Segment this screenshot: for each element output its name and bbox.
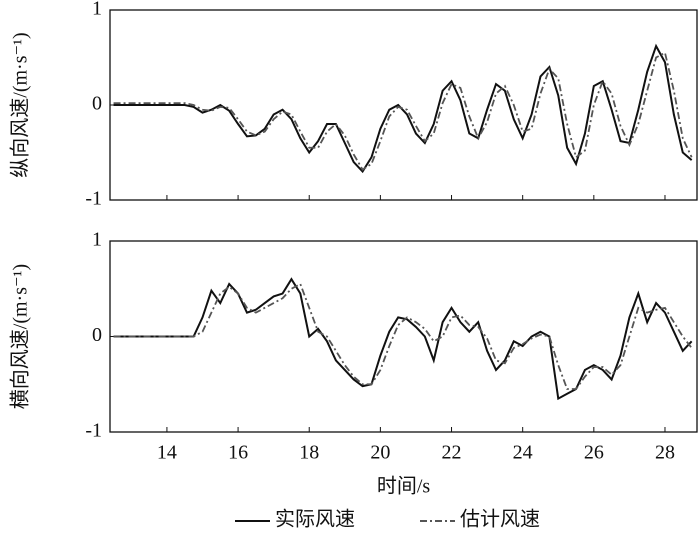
x-tick-label: 26	[584, 442, 604, 464]
series-line	[113, 282, 693, 390]
y-tick-label: -1	[85, 420, 102, 442]
series-line	[113, 51, 693, 171]
legend-label: 估计风速	[460, 508, 540, 531]
x-tick-label: 18	[299, 442, 319, 464]
legend-label: 实际风速	[275, 508, 355, 531]
y-tick-label: 0	[92, 93, 102, 115]
series-line	[113, 277, 693, 401]
x-tick-label: 20	[370, 442, 390, 464]
x-tick-label: 28	[655, 442, 675, 464]
x-tick-label: 16	[228, 442, 248, 464]
x-tick-label: 24	[513, 442, 533, 464]
plot-frame	[109, 240, 698, 433]
y-tick-label: -1	[85, 188, 102, 210]
x-tick-label: 14	[157, 442, 177, 464]
plot-frame	[109, 9, 698, 201]
x-axis-label: 时间/s	[377, 475, 431, 498]
y-axis-label: 横向风速/(m·s⁻¹)	[9, 264, 32, 409]
y-tick-label: 1	[92, 229, 102, 251]
y-axis-label: 纵向风速/(m·s⁻¹)	[9, 32, 32, 177]
x-tick-label: 22	[442, 442, 462, 464]
y-tick-label: 0	[92, 324, 102, 346]
series-line	[113, 43, 693, 174]
y-tick-label: 1	[92, 0, 102, 20]
